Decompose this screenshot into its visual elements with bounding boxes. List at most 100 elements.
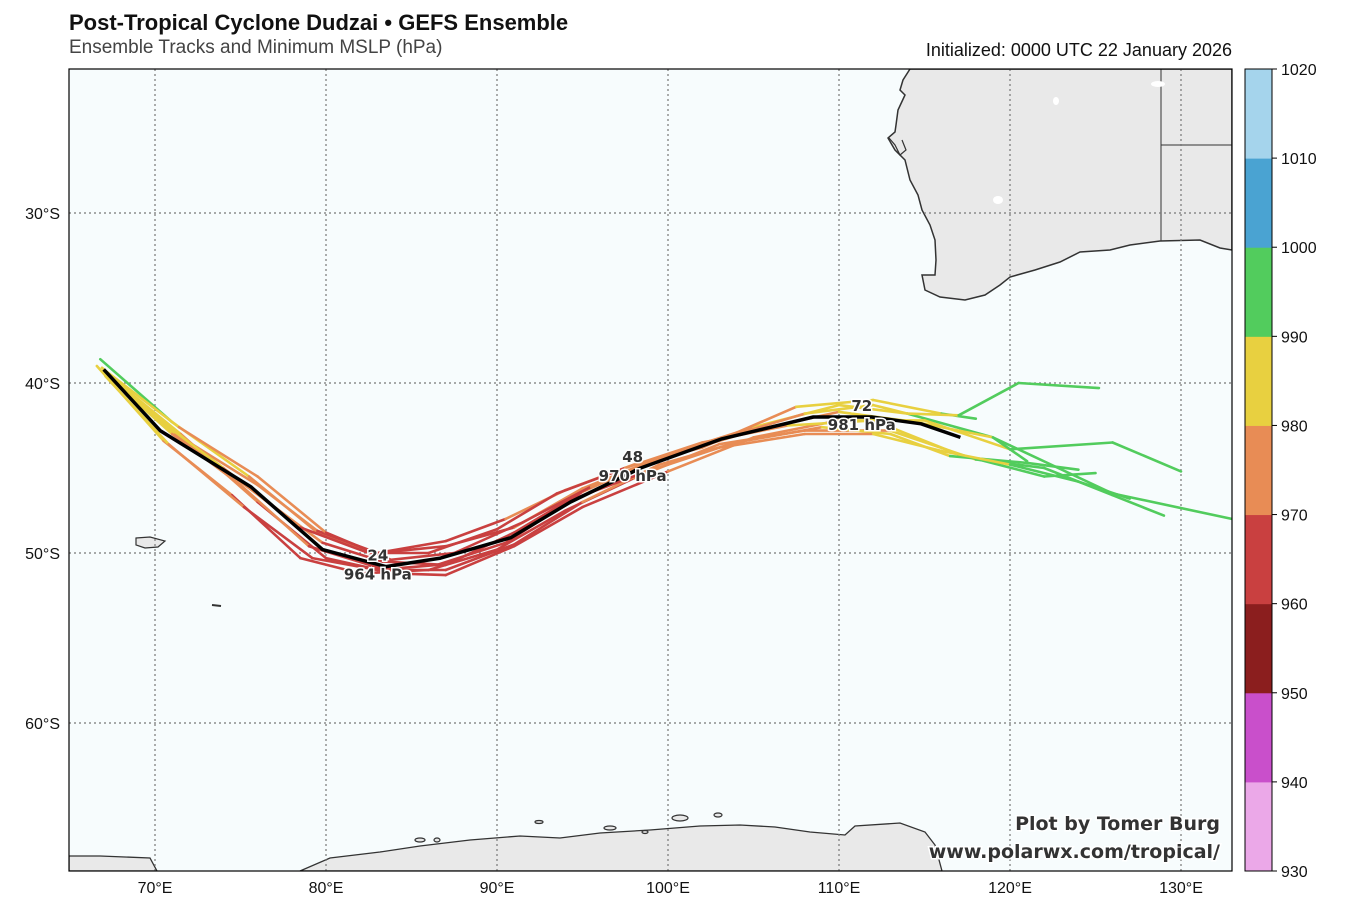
track-segment <box>435 541 507 567</box>
lon-tick-label: 110°E <box>818 880 861 897</box>
track-segment <box>512 505 584 548</box>
track-segment <box>820 425 892 436</box>
colorbar-tick-label: 1010 <box>1281 151 1317 168</box>
track-segment <box>321 541 384 563</box>
track-segment <box>940 449 1012 466</box>
colorbar-tick-label: 990 <box>1281 329 1308 346</box>
credit-author: Plot by Tomer Burg <box>1015 813 1220 835</box>
track-segment <box>104 374 170 446</box>
track-segment <box>871 432 943 453</box>
track-segment <box>167 442 246 509</box>
colorbar-tick-label: 970 <box>1281 508 1308 525</box>
colorbar-bin <box>1245 336 1272 426</box>
track-segment <box>375 563 439 572</box>
track-segment <box>991 436 1029 463</box>
track-segment <box>957 381 1020 417</box>
track-segment <box>1111 441 1183 473</box>
track-segment <box>242 505 314 560</box>
track-segment <box>444 544 516 577</box>
colorbar: 930 940 950 960 970 980 990 1000 1010 1020 <box>1244 62 1317 881</box>
map-frame <box>68 68 1233 872</box>
track-segment <box>1025 461 1080 472</box>
colorbar-tick-label: 980 <box>1281 418 1308 435</box>
track-segment <box>512 500 584 546</box>
track-segment <box>427 527 499 555</box>
plot-subtitle: Ensemble Tracks and Minimum MSLP (hPa) <box>69 37 443 58</box>
track-segment <box>427 548 499 572</box>
track-segment <box>794 398 875 409</box>
track-segment <box>871 398 943 415</box>
track-segment <box>1077 480 1131 500</box>
track-segment <box>1111 493 1166 517</box>
lat-tick-label: 40°S <box>25 376 60 393</box>
track-segment <box>623 441 704 470</box>
track-segment <box>452 521 524 555</box>
track-segment <box>923 419 1012 451</box>
lake <box>1053 97 1059 105</box>
track-segment <box>803 403 875 415</box>
track-segment <box>177 425 259 478</box>
credit-url: www.polarwx.com/tropical/ <box>929 841 1220 863</box>
track-segment <box>256 483 319 533</box>
track-segment <box>1017 381 1101 390</box>
track-segment <box>521 485 593 524</box>
coast-inlet <box>888 137 907 156</box>
colorbar-bin <box>1245 158 1272 248</box>
track-segment <box>299 556 362 575</box>
track-segment <box>299 526 371 555</box>
track-segment <box>555 466 627 495</box>
lon-tick-label: 130°E <box>1159 880 1203 897</box>
track-segment <box>906 412 961 417</box>
track-segment <box>102 368 181 429</box>
track-segment <box>495 492 559 531</box>
mslp-label: 970 hPa <box>599 467 667 485</box>
mslp-label: 964 hPa <box>344 566 412 584</box>
colorbar-tick-label: 1020 <box>1281 62 1317 79</box>
track-segment <box>444 543 516 572</box>
track-segment <box>1008 463 1080 483</box>
lon-tick-label: 120°E <box>988 880 1032 897</box>
colorbar-tick-label: 950 <box>1281 686 1308 703</box>
lake <box>1151 81 1165 87</box>
forecast-hour-label: 24 <box>367 547 388 565</box>
track-segment <box>311 556 379 572</box>
colorbar-frame <box>1244 68 1273 872</box>
state-border <box>1160 69 1232 241</box>
track-segment <box>837 403 909 415</box>
lon-tick-label: 80°E <box>309 880 344 897</box>
lon-tick-label: 90°E <box>480 880 515 897</box>
kerguelen-islands <box>135 536 167 549</box>
track-segment <box>641 446 721 475</box>
track-segment <box>717 432 807 449</box>
lat-tick-label: 30°S <box>25 206 60 223</box>
track-segment <box>1008 441 1114 451</box>
colorbar-bin <box>1245 69 1272 159</box>
track-segment <box>239 483 311 548</box>
track-segment <box>871 419 961 456</box>
antarctic-islands <box>414 812 723 843</box>
colorbar-bin <box>1245 781 1272 872</box>
track-segment <box>786 419 875 427</box>
colorbar-bin <box>1245 514 1272 605</box>
lon-tick-label: 100°E <box>646 880 690 897</box>
colorbar-tick-label: 940 <box>1281 775 1308 792</box>
ensemble-mean-track <box>102 368 961 569</box>
lon-tick-label: 70°E <box>138 880 173 897</box>
mslp-label: 981 hPa <box>828 416 896 434</box>
plot-title: Post-Tropical Cyclone Dudzai • GEFS Ense… <box>69 10 569 35</box>
colorbar-bin <box>1245 247 1272 337</box>
track-segment <box>735 412 807 436</box>
track-segment <box>444 517 507 543</box>
track-segment <box>1111 492 1232 521</box>
track-segment <box>495 509 567 551</box>
initialized-time: Initialized: 0000 UTC 22 January 2026 <box>925 40 1232 60</box>
track-segment <box>735 425 824 444</box>
track-segment <box>153 415 225 470</box>
ensemble-member-track <box>104 374 1131 572</box>
colorbar-tick-label: 1000 <box>1281 240 1317 257</box>
forecast-hour-label: 72 <box>851 397 872 415</box>
colorbar-bin <box>1245 425 1272 516</box>
track-segment <box>256 475 328 534</box>
track-segment <box>389 551 456 562</box>
